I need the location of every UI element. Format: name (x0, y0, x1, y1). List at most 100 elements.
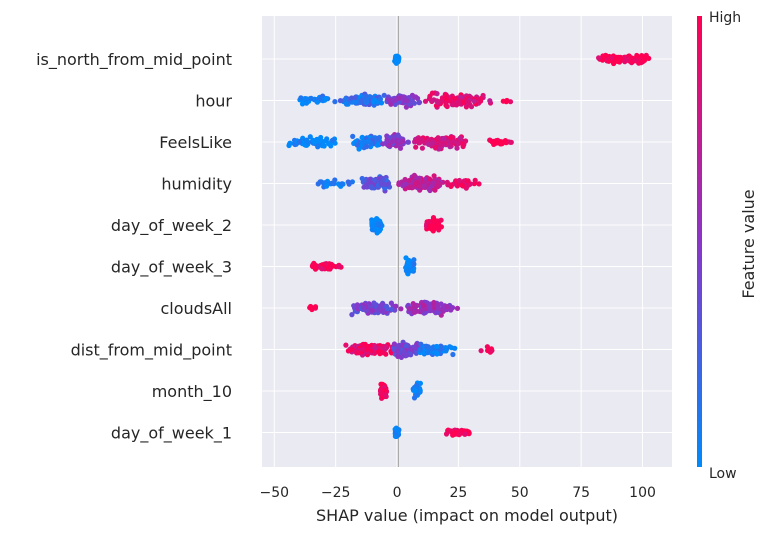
shap-point (354, 142, 360, 148)
x-tick-label: 25 (449, 485, 467, 501)
shap-point (354, 302, 360, 308)
shap-point (484, 344, 490, 350)
shap-point (371, 97, 378, 103)
shap-point (314, 136, 320, 142)
shap-point (452, 429, 458, 435)
shap-point (382, 346, 388, 352)
shap-point (398, 306, 404, 312)
shap-point (461, 100, 467, 106)
colorbar-low-label: Low (709, 466, 737, 482)
shap-point (411, 261, 417, 267)
plot-area (262, 16, 672, 467)
shap-point (636, 60, 642, 66)
shap-point (356, 350, 362, 356)
shap-point (308, 95, 314, 101)
shap-point (409, 98, 415, 104)
shap-point (468, 104, 475, 110)
shap-point (404, 268, 410, 274)
shap-point (393, 303, 399, 309)
shap-point (349, 312, 355, 318)
shap-point (419, 137, 425, 143)
x-tick-label: −25 (321, 485, 351, 501)
shap-point (465, 178, 471, 184)
shap-point (488, 348, 494, 354)
shap-point (372, 345, 378, 351)
shap-point (433, 145, 439, 151)
shap-point (377, 96, 383, 102)
shap-point (462, 431, 468, 437)
shap-point (389, 139, 396, 145)
shap-point (414, 137, 421, 143)
shap-point (443, 431, 450, 437)
shap-point (431, 97, 437, 103)
shap-point (364, 144, 370, 150)
shap-point (339, 181, 345, 187)
shap-point (408, 346, 414, 352)
shap-point (400, 183, 406, 189)
shap-point (489, 139, 495, 145)
shap-point (504, 97, 510, 104)
shap-point (307, 305, 313, 311)
shap-point (426, 218, 432, 225)
shap-point (438, 301, 444, 307)
shap-point (429, 90, 435, 96)
shap-point (352, 94, 358, 100)
shap-point (392, 101, 398, 107)
feature-label: hour (195, 92, 232, 111)
shap-point (401, 349, 407, 355)
shap-point (396, 133, 402, 139)
shap-point (315, 144, 321, 150)
shap-point (430, 180, 436, 187)
shap-point (332, 99, 338, 105)
shap-point (461, 178, 467, 184)
shap-point (406, 306, 412, 312)
shap-point (441, 135, 447, 141)
shap-point (396, 137, 402, 143)
shap-point (412, 309, 418, 315)
shap-point (368, 184, 374, 190)
shap-point (433, 349, 439, 355)
shap-point (370, 223, 376, 229)
shap-point (394, 57, 400, 63)
shap-point (368, 180, 374, 186)
shap-point (330, 263, 336, 269)
shap-point (427, 308, 433, 314)
shap-point (456, 177, 462, 184)
shap-point (431, 173, 437, 179)
shap-point (431, 299, 437, 306)
shap-point (618, 56, 624, 62)
shap-point (385, 306, 391, 312)
shap-point (318, 265, 324, 271)
shap-point (439, 95, 445, 101)
shap-point (434, 91, 440, 97)
shap-point (452, 96, 458, 102)
shap-point (401, 94, 407, 100)
shap-point (478, 95, 484, 102)
shap-point (402, 176, 408, 183)
shap-point (359, 134, 365, 140)
shap-point (442, 345, 449, 351)
x-tick-label: 50 (511, 485, 529, 501)
shap-point (380, 177, 386, 183)
shap-point (349, 179, 355, 185)
shap-point (349, 346, 355, 352)
shap-point (404, 98, 410, 104)
shap-point (632, 57, 638, 63)
shap-point (343, 342, 349, 348)
shap-point (472, 177, 478, 183)
shap-point (395, 353, 401, 359)
shap-point (452, 345, 458, 351)
shap-point (386, 142, 392, 149)
shap-point (400, 138, 406, 144)
shap-point (315, 181, 321, 187)
feature-label: humidity (161, 175, 232, 194)
shap-point (639, 53, 645, 59)
shap-point (407, 184, 413, 190)
shap-point (388, 101, 394, 107)
shap-point (378, 181, 384, 187)
shap-point (429, 140, 435, 146)
shap-point (419, 145, 425, 151)
shap-point (443, 92, 449, 98)
